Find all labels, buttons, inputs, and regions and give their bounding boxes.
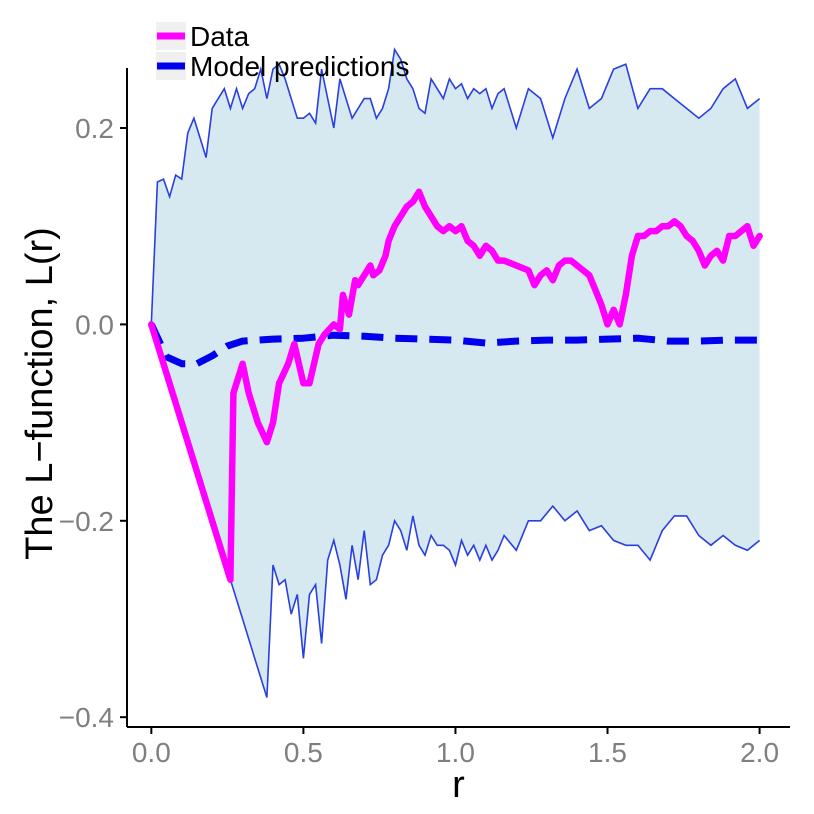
legend-label-data: Data: [190, 21, 250, 52]
x-axis-title: r: [452, 764, 465, 806]
y-tick-label: 0.2: [75, 113, 114, 144]
series-line-model-predictions: [148, 322, 760, 368]
y-tick-label: −0.2: [59, 506, 114, 537]
simulation-envelope-band: [151, 49, 760, 698]
axes-layer: [126, 68, 790, 728]
x-tick-label: 2.0: [740, 737, 779, 768]
x-tick-label: 1.0: [436, 737, 475, 768]
y-tick-label: 0.0: [75, 309, 114, 340]
x-tick-label: 0.0: [132, 737, 171, 768]
envelope-layer: [150, 47, 761, 698]
ticks-layer: 0.0 0.5 1.0 1.5 2.0 −0.4 −0.2 0.0 0.2: [59, 113, 779, 768]
envelope-upper-line: [150, 47, 761, 325]
series-line-data: [148, 188, 763, 583]
x-tick-label: 1.5: [588, 737, 627, 768]
envelope-lower-line: [150, 324, 761, 698]
legend: Data Model predictions: [156, 21, 409, 82]
x-tick-label: 0.5: [284, 737, 323, 768]
y-axis-title: The L−function, L(r): [19, 227, 61, 560]
legend-label-model: Model predictions: [190, 51, 409, 82]
y-tick-label: −0.4: [59, 702, 114, 733]
series-layer: [148, 188, 763, 583]
